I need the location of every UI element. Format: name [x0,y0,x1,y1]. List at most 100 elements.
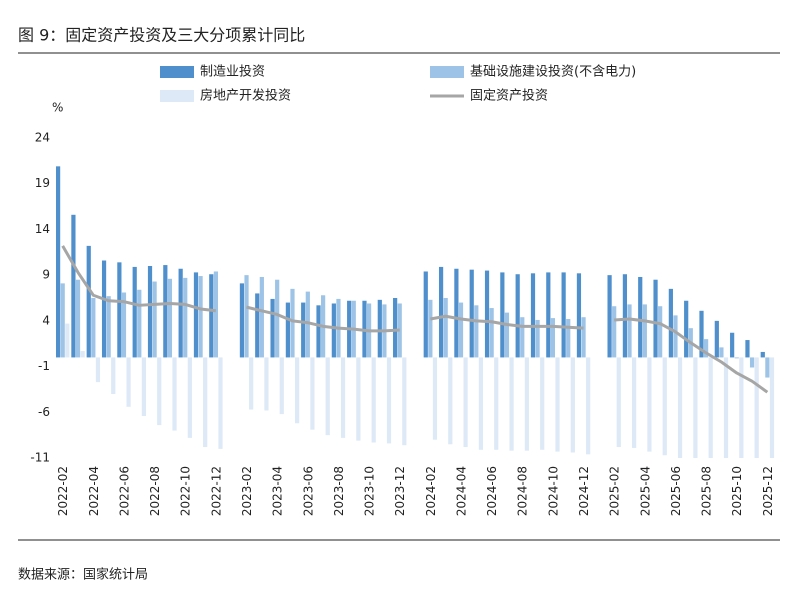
bar [484,270,490,358]
bar [285,302,290,358]
bar [704,339,709,358]
bar [249,357,254,410]
x-tick-label: 2023-10 [363,466,377,516]
bar [509,357,514,451]
x-tick-label: 2025-08 [700,466,714,516]
x-tick-label: 2025-02 [608,466,622,516]
x-tick-label: 2025-10 [730,466,744,516]
y-tick-label: -6 [38,405,50,419]
x-tick-label: 2023-12 [393,466,407,516]
bar [494,357,499,450]
bar [576,273,582,358]
bar [478,357,484,450]
bar [458,302,464,358]
bar [198,276,203,358]
bar [305,291,310,358]
bar [448,357,453,445]
bar [632,357,637,448]
bar [157,357,162,426]
legend-label: 固定资产投资 [470,88,548,104]
bar [638,276,643,358]
bar [386,357,392,444]
bar [331,303,336,358]
y-tick-label: 4 [42,313,50,327]
bar [126,357,131,407]
bar [132,266,137,358]
line [61,245,769,394]
bar [765,357,770,378]
bar [377,299,382,358]
x-tick-label: 2024-08 [516,466,530,516]
bar [121,292,127,358]
bar [612,306,617,358]
bar [428,299,433,358]
bar [290,288,295,358]
x-tick-label: 2022-10 [179,466,193,516]
bar [86,245,91,358]
legend-label: 制造业投资 [200,64,265,80]
legend-swatch [160,66,194,78]
bar [402,357,407,446]
bar [244,275,249,358]
bar [723,357,729,458]
bar [95,357,101,383]
bar [469,269,474,358]
bar [432,357,438,440]
bar [397,303,402,358]
source-note: 数据来源：国家统计局 [18,567,148,583]
bar [586,357,591,455]
bar [270,298,275,358]
y-tick-label: 9 [42,268,50,282]
bar [570,357,575,453]
bar [489,308,494,358]
plot-area [56,166,775,458]
x-tick-label: 2022-08 [148,466,162,516]
bar [760,351,765,358]
bar [259,276,264,358]
bar [745,340,750,358]
bar [463,357,468,448]
bar [438,266,444,358]
bar [310,357,315,430]
bar [515,274,520,358]
x-tick-label: 2024-10 [546,466,560,516]
bar [673,315,678,358]
x-tick-label: 2022-04 [87,466,101,516]
x-tick-label: 2022-12 [209,466,223,516]
bar [213,271,218,358]
bar [684,300,689,358]
bar [209,274,214,358]
bar [117,262,122,358]
bar [749,357,755,368]
bar [356,357,361,441]
y-tick-label: 24 [35,131,50,145]
bar [581,317,586,358]
x-tick-label: 2025-12 [761,466,775,516]
bar [677,357,683,458]
bar [178,268,183,358]
y-tick-label: 19 [35,176,50,190]
bar [393,298,398,358]
bar [141,357,146,416]
bar [340,357,346,438]
legend-swatch [430,66,464,78]
bar [275,279,280,358]
bar [147,266,153,358]
bar [540,357,545,450]
bar [555,357,560,452]
bar [647,357,652,452]
bar [524,357,529,451]
x-tick-label: 2024-12 [577,466,591,516]
bar [693,357,698,458]
x-tick-label: 2022-06 [117,466,131,516]
x-tick-label: 2024-04 [454,466,468,516]
bar [203,357,208,448]
bar [754,357,759,458]
bar [255,293,260,358]
bar [642,304,647,358]
bar [734,357,739,359]
x-tick-label: 2025-06 [669,466,683,516]
bar [561,272,566,358]
bar [106,296,111,358]
